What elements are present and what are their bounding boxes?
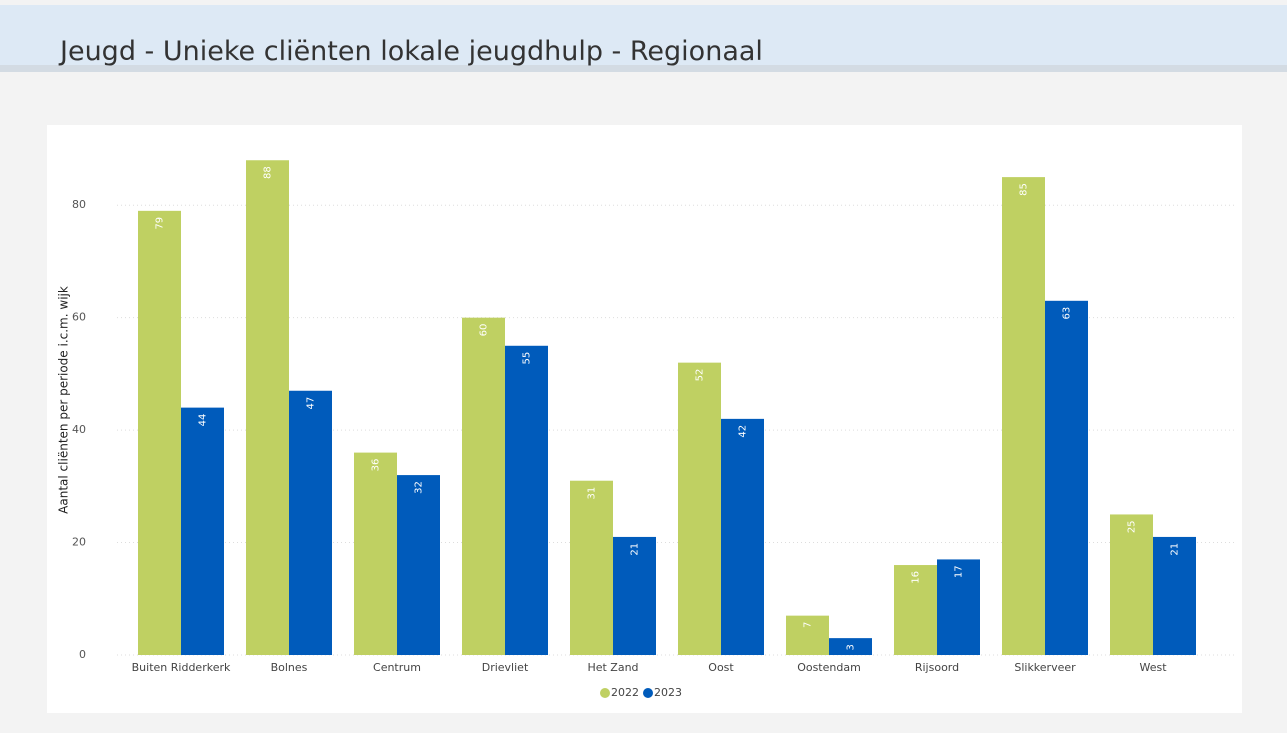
data-label: 52 [695,369,706,382]
bar [1045,300,1088,655]
bar [613,536,656,655]
data-label: 63 [1062,307,1073,320]
chart-title: Jeugd - Unieke cliënten lokale jeugdhulp… [58,36,763,67]
bar [289,390,332,655]
data-label: 47 [306,397,317,410]
y-tick-label: 0 [79,648,86,661]
data-label: 31 [587,487,598,500]
bar [570,480,613,655]
x-tick-label: Het Zand [587,661,638,674]
x-tick-label: Centrum [373,661,421,674]
bar [678,362,721,655]
bar [894,565,937,655]
data-label: 21 [630,543,641,556]
y-tick-label: 80 [72,198,86,211]
x-tick-label: Bolnes [271,661,308,674]
y-axis-label: Aantal cliënten per periode i.c.m. wijk [57,286,71,514]
data-label: 36 [371,459,382,472]
x-tick-label: Slikkerveer [1014,661,1076,674]
legend-label: 2022 [611,686,639,699]
bar [1153,536,1196,655]
data-label: 88 [263,166,274,179]
x-tick-label: Drievliet [482,661,529,674]
legend-swatch [643,688,653,698]
data-label: 21 [1170,543,1181,556]
legend-label: 2023 [654,686,682,699]
x-tick-label: West [1139,661,1167,674]
bar [937,559,980,655]
data-label: 55 [522,352,533,365]
bar [138,210,181,655]
data-label: 60 [479,324,490,337]
bar [1002,177,1045,655]
bar [246,160,289,655]
bar [462,317,505,655]
bar [397,475,440,655]
bar [181,407,224,655]
data-label: 42 [738,425,749,438]
header-rule [0,65,1287,72]
legend-swatch [600,688,610,698]
data-label: 25 [1127,520,1138,533]
bar [1110,514,1153,655]
bar [354,452,397,655]
y-tick-label: 60 [72,311,86,324]
data-label: 7 [803,622,814,628]
data-label: 32 [414,481,425,494]
data-label: 44 [198,414,209,427]
bar [505,345,548,655]
x-tick-label: Oost [708,661,734,674]
x-tick-label: Buiten Ridderkerk [132,661,231,674]
bar [829,638,872,655]
y-tick-label: 20 [72,536,86,549]
data-label: 85 [1019,183,1030,196]
data-label: 79 [155,217,166,230]
bar [721,418,764,655]
bar [786,615,829,655]
header-band [0,5,1287,65]
y-tick-label: 40 [72,423,86,436]
x-tick-label: Oostendam [797,661,861,674]
data-label: 3 [846,644,857,650]
data-label: 16 [911,571,922,584]
data-label: 17 [954,565,965,578]
x-tick-label: Rijsoord [915,661,959,674]
